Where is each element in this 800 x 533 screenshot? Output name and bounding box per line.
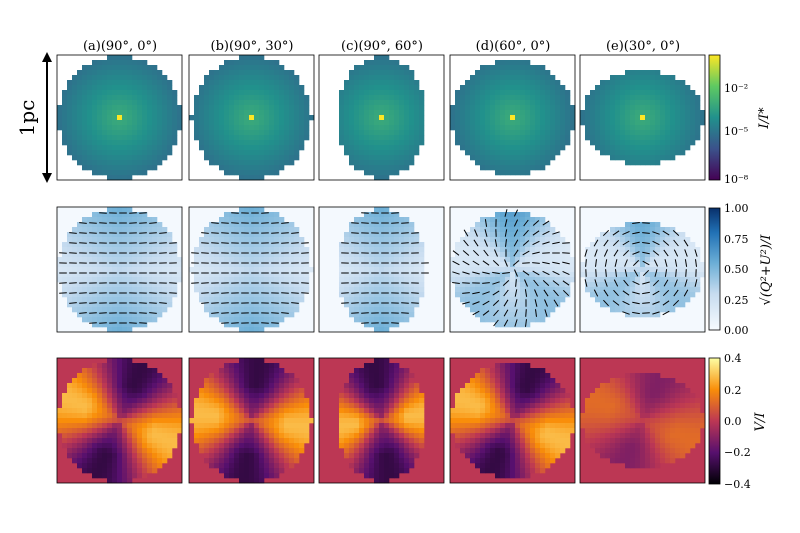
column-titles: (a)(90°, 0°) (b)(90°, 30°) (c)(90°, 60°)… (83, 39, 680, 54)
panel-row3-col4 (449, 357, 576, 484)
column-title-a: (a)(90°, 0°) (83, 39, 157, 54)
column-title-b: (b)(90°, 30°) (211, 39, 294, 54)
polarization-vectors (59, 212, 177, 324)
panel-row1-col4 (449, 54, 576, 181)
panel-row2-col3 (318, 206, 445, 333)
panel-frame (318, 357, 445, 484)
panel-frame (318, 54, 445, 181)
scale-bar-label: 1pc (15, 100, 39, 137)
panel-frame (318, 206, 445, 333)
colorbar-circpol-label: V/I (753, 412, 768, 432)
central-star-peak (117, 115, 122, 120)
panel-frame (188, 54, 315, 181)
polarization-vectors (191, 212, 309, 324)
colorbar-intensity-bar (708, 54, 721, 181)
colorbar-circpol-tick-4: −0.4 (724, 478, 751, 491)
panel-frame (579, 357, 706, 484)
panel-frame (579, 206, 706, 333)
panel-frame (449, 206, 576, 333)
colorbar-linpol-tick-2: 0.50 (724, 263, 749, 276)
colorbar-intensity-tick-0: 10⁻² (724, 82, 748, 95)
colorbar-linpol-tick-4: 0.00 (724, 324, 749, 337)
colorbar-circpol-tick-0: 0.4 (724, 352, 742, 365)
panel-row3-col2 (188, 357, 315, 484)
column-title-c: (c)(90°, 60°) (341, 39, 423, 54)
panel-row3-col1 (56, 357, 183, 484)
panels (56, 54, 706, 484)
colorbar-linpol: 1.00 0.75 0.50 0.25 0.00 √(Q²+U²)/I (708, 202, 774, 337)
column-title-e: (e)(30°, 0°) (606, 39, 680, 54)
colorbar-linpol-label: √(Q²+U²)/I (759, 234, 774, 306)
colorbar-intensity: 10⁻² 10⁻⁵ 10⁻⁸ I/I* (708, 54, 772, 186)
colorbar-intensity-label: I/I* (757, 107, 772, 130)
colorbar-circpol-tick-2: 0.0 (724, 415, 742, 428)
panel-row1-col5 (579, 54, 706, 181)
panel-frame (449, 357, 576, 484)
panel-frame (449, 54, 576, 181)
column-title-d: (d)(60°, 0°) (476, 39, 551, 54)
colorbar-intensity-tick-2: 10⁻⁸ (724, 173, 749, 186)
panel-frame (579, 54, 706, 181)
central-star-peak (640, 115, 645, 120)
panel-row2-col5 (579, 206, 706, 333)
panel-frame (56, 357, 183, 484)
panel-row1-col3 (318, 54, 445, 181)
colorbar-circpol-tick-3: −0.2 (724, 446, 751, 459)
colorbar-circpol-bar (708, 357, 721, 485)
panel-row1-col2 (188, 54, 315, 181)
panel-frame (56, 54, 183, 181)
arrow-up-icon (42, 52, 52, 62)
colorbar-linpol-tick-0: 1.00 (724, 202, 749, 215)
colorbar-linpol-tick-3: 0.25 (724, 294, 749, 307)
panel-row2-col1 (56, 206, 183, 333)
panel-row2-col2 (188, 206, 315, 333)
colorbar-linpol-bar (708, 207, 721, 331)
panel-row2-col4 (449, 206, 576, 333)
central-star-peak (249, 115, 254, 120)
panel-row3-col3 (318, 357, 445, 484)
panel-row3-col5 (579, 357, 706, 484)
polarization-vectors (341, 212, 429, 324)
colorbar-intensity-tick-1: 10⁻⁵ (724, 125, 748, 138)
panel-row1-col1 (56, 54, 183, 181)
central-star-peak (379, 115, 384, 120)
scale-bar: 1pc (15, 52, 52, 183)
panel-frame (188, 357, 315, 484)
polarization-vectors (452, 209, 570, 327)
colorbar-circpol: 0.4 0.2 0.0 −0.2 −0.4 V/I (708, 352, 768, 491)
colorbar-circpol-tick-1: 0.2 (724, 384, 742, 397)
panel-frame (188, 206, 315, 333)
colorbar-linpol-tick-1: 0.75 (724, 233, 749, 246)
central-star-peak (510, 115, 515, 120)
polarization-vectors (584, 222, 698, 316)
arrow-down-icon (42, 173, 52, 183)
panel-frame (56, 206, 183, 333)
